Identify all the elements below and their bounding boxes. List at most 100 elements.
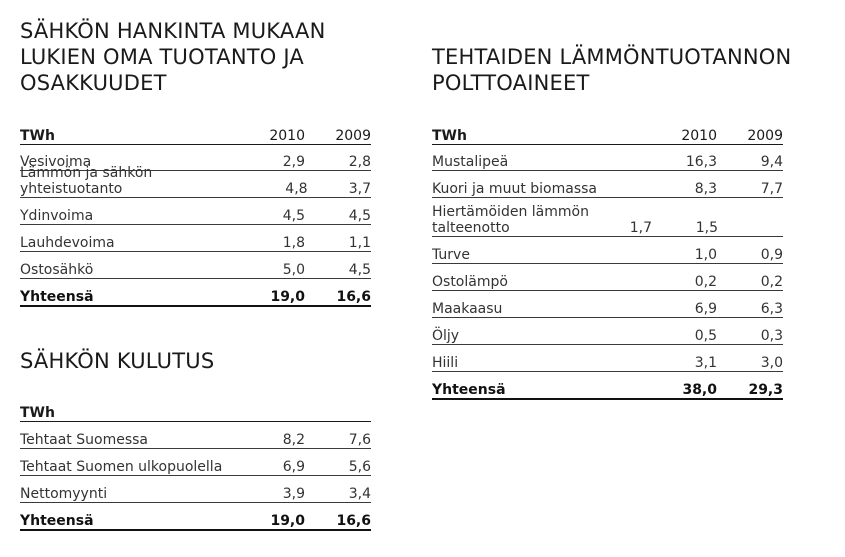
value-2009: 7,7 bbox=[760, 181, 783, 197]
row-label: Hiili bbox=[432, 355, 459, 371]
table-row: Ostolämpö 0,2 0,2 bbox=[432, 264, 783, 291]
table-row: Turve 1,0 0,9 bbox=[432, 237, 783, 264]
value-2009: 7,6 bbox=[348, 432, 371, 448]
heat-col-2010-header: 2010 bbox=[681, 128, 717, 144]
row-label: Vesivoima bbox=[20, 154, 92, 170]
row-label: Lauhdevoima bbox=[20, 235, 115, 251]
heat-unit-header: TWh bbox=[432, 128, 467, 144]
row-label: Tehtaat Suomen ulkopuolella bbox=[20, 459, 223, 475]
value-2010: 1,0 bbox=[694, 247, 717, 263]
row-label: Ydinvoima bbox=[20, 208, 94, 224]
supply-table: TWh 2010 2009 Vesivoima 2,9 2,8 Lämmön j… bbox=[20, 122, 371, 307]
row-label: Tehtaat Suomessa bbox=[20, 432, 148, 448]
table-row: Hiili 3,1 3,0 bbox=[432, 345, 783, 372]
row-label: Turve bbox=[432, 247, 470, 263]
supply-unit-header: TWh bbox=[20, 128, 55, 144]
total-2010: 19,0 bbox=[270, 289, 305, 305]
table-row: Mustalipeä 16,3 9,4 bbox=[432, 145, 783, 171]
total-2010: 38,0 bbox=[682, 382, 717, 398]
table-row: Öljy 0,5 0,3 bbox=[432, 318, 783, 345]
heat-table: TWh 2010 2009 Mustalipeä 16,3 9,4 Kuori … bbox=[432, 122, 783, 400]
table-row: Tehtaat Suomen ulkopuolella 6,9 5,6 bbox=[20, 449, 371, 476]
row-label: Mustalipeä bbox=[432, 154, 509, 170]
consumption-header-row: TWh bbox=[20, 399, 371, 422]
table-row: Maakaasu 6,9 6,3 bbox=[432, 291, 783, 318]
value-2010: 4,5 bbox=[282, 208, 305, 224]
table-row: Lämmön ja sähkön yhteistuotanto 4,8 3,7 bbox=[20, 165, 371, 198]
total-2009: 16,6 bbox=[336, 513, 371, 529]
supply-col-2009-header: 2009 bbox=[335, 128, 371, 144]
consumption-table: TWh Tehtaat Suomessa 8,2 7,6 Tehtaat Suo… bbox=[20, 399, 371, 531]
value-2009: 3,0 bbox=[760, 355, 783, 371]
consumption-title: SÄHKÖN KULUTUS bbox=[20, 349, 215, 373]
consumption-total-row: Yhteensä 19,0 16,6 bbox=[20, 503, 371, 531]
table-row: Ostosähkö 5,0 4,5 bbox=[20, 252, 371, 279]
value-2010: 0,2 bbox=[694, 274, 717, 290]
row-label: Hiertämöiden lämmön talteenotto bbox=[432, 204, 589, 236]
value-2010: 5,0 bbox=[282, 262, 305, 278]
table-row: Kuori ja muut biomassa 8,3 7,7 bbox=[432, 171, 783, 198]
value-2009: 2,8 bbox=[348, 154, 371, 170]
value-2010: 6,9 bbox=[694, 301, 717, 317]
value-2009: 1,1 bbox=[348, 235, 371, 251]
row-label: Öljy bbox=[432, 328, 460, 344]
value-2009: 9,4 bbox=[760, 154, 783, 170]
value-2010: 2,9 bbox=[282, 154, 305, 170]
value-2009: 6,3 bbox=[760, 301, 783, 317]
value-2009: 0,2 bbox=[760, 274, 783, 290]
value-2010: 6,9 bbox=[282, 459, 305, 475]
row-label: Lämmön ja sähkön yhteistuotanto bbox=[20, 165, 153, 197]
row-label: Nettomyynti bbox=[20, 486, 108, 502]
total-2009: 29,3 bbox=[748, 382, 783, 398]
value-2009: 3,4 bbox=[348, 486, 371, 502]
total-2010: 19,0 bbox=[270, 513, 305, 529]
heat-title-line-1: TEHTAIDEN LÄMMÖNTUOTANNON bbox=[432, 45, 792, 69]
total-label: Yhteensä bbox=[432, 382, 506, 398]
value-2009: 4,5 bbox=[348, 262, 371, 278]
value-2010: 8,2 bbox=[282, 432, 305, 448]
row-label: Ostolämpö bbox=[432, 274, 508, 290]
table-row: Hiertämöiden lämmön talteenotto 1,7 1,5 bbox=[432, 198, 783, 237]
supply-header-row: TWh 2010 2009 bbox=[20, 122, 371, 145]
supply-title: SÄHKÖN HANKINTA MUKAAN LUKIEN OMA TUOTAN… bbox=[20, 18, 380, 96]
total-label: Yhteensä bbox=[20, 513, 94, 529]
supply-section: SÄHKÖN HANKINTA MUKAAN LUKIEN OMA TUOTAN… bbox=[20, 18, 380, 96]
value-2010: 16,3 bbox=[685, 154, 717, 170]
value-2010: 0,5 bbox=[694, 328, 717, 344]
total-2009: 16,6 bbox=[336, 289, 371, 305]
table-row: Lauhdevoima 1,8 1,1 bbox=[20, 225, 371, 252]
heat-section: TEHTAIDEN LÄMMÖNTUOTANNON POLTTOAINEET bbox=[432, 44, 832, 96]
row-label: Kuori ja muut biomassa bbox=[432, 181, 597, 197]
row-label: Maakaasu bbox=[432, 301, 503, 317]
value-2010: 3,1 bbox=[694, 355, 717, 371]
supply-title-line-3: OSAKKUUDET bbox=[20, 71, 167, 95]
table-row: Ydinvoima 4,5 4,5 bbox=[20, 198, 371, 225]
heat-col-2009-header: 2009 bbox=[747, 128, 783, 144]
value-2010: 4,8 bbox=[285, 181, 308, 197]
total-label: Yhteensä bbox=[20, 289, 94, 305]
heat-title-line-2: POLTTOAINEET bbox=[432, 71, 590, 95]
supply-title-line-1: SÄHKÖN HANKINTA MUKAAN bbox=[20, 19, 326, 43]
value-2010: 1,8 bbox=[282, 235, 305, 251]
row-label: Ostosähkö bbox=[20, 262, 94, 278]
heat-header-row: TWh 2010 2009 bbox=[432, 122, 783, 145]
supply-title-line-2: LUKIEN OMA TUOTANTO JA bbox=[20, 45, 304, 69]
table-row: Vesivoima 2,9 2,8 bbox=[20, 145, 371, 171]
consumption-section: SÄHKÖN KULUTUS bbox=[20, 348, 380, 374]
value-2009: 3,7 bbox=[348, 181, 371, 197]
consumption-unit-header: TWh bbox=[20, 405, 55, 421]
supply-col-2010-header: 2010 bbox=[269, 128, 305, 144]
value-2010: 1,7 bbox=[629, 220, 652, 236]
heat-total-row: Yhteensä 38,0 29,3 bbox=[432, 372, 783, 400]
supply-total-row: Yhteensä 19,0 16,6 bbox=[20, 279, 371, 307]
table-row: Tehtaat Suomessa 8,2 7,6 bbox=[20, 422, 371, 449]
value-2009: 4,5 bbox=[348, 208, 371, 224]
value-2009: 5,6 bbox=[348, 459, 371, 475]
heat-title: TEHTAIDEN LÄMMÖNTUOTANNON POLTTOAINEET bbox=[432, 44, 832, 96]
value-2009: 0,9 bbox=[760, 247, 783, 263]
value-2010: 3,9 bbox=[282, 486, 305, 502]
table-row: Nettomyynti 3,9 3,4 bbox=[20, 476, 371, 503]
value-2010: 8,3 bbox=[694, 181, 717, 197]
value-2009: 1,5 bbox=[695, 220, 718, 236]
value-2009: 0,3 bbox=[760, 328, 783, 344]
